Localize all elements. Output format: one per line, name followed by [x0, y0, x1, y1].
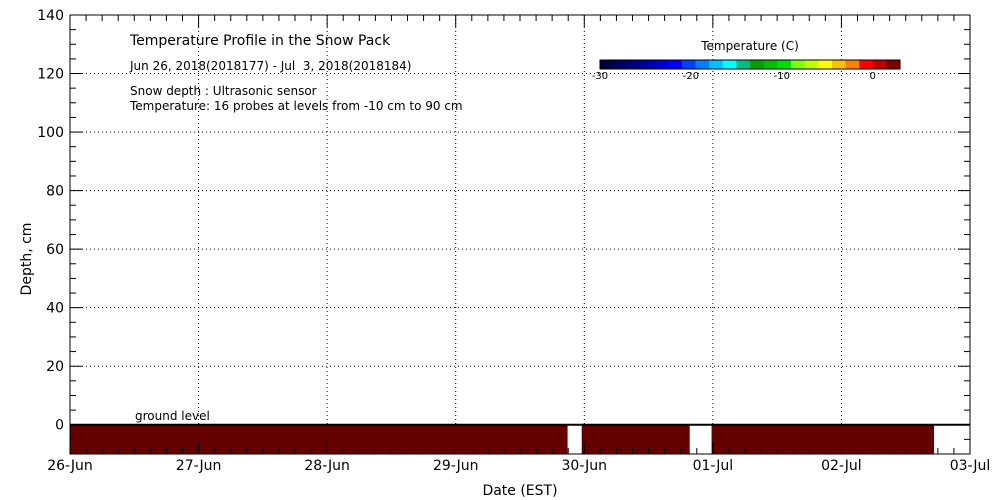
sensor-note: Snow depth : Ultrasonic sensor	[130, 84, 317, 98]
temperature-cell	[581, 424, 690, 454]
chart-title: Temperature Profile in the Snow Pack	[129, 33, 391, 49]
colorbar-swatch	[777, 60, 792, 69]
colorbar-swatch	[790, 60, 806, 69]
colorbar-swatch	[872, 60, 887, 69]
colorbar-swatch	[763, 60, 778, 69]
x-tick-label: 27-Jun	[176, 458, 222, 474]
colorbar-swatch	[886, 60, 901, 69]
x-tick-label: 02-Jul	[821, 458, 862, 474]
colorbar-swatch	[627, 60, 642, 69]
colorbar-tick-label: -10	[774, 71, 790, 82]
colorbar-swatch	[818, 60, 833, 69]
x-axis-label: Date (EST)	[482, 483, 557, 499]
colorbar-tick-label: -20	[683, 71, 699, 82]
colorbar-swatch	[722, 60, 737, 69]
colorbar-swatch	[668, 60, 683, 69]
y-tick-label: 0	[55, 418, 64, 434]
colorbar-swatch	[831, 60, 846, 69]
y-tick-label: 140	[37, 8, 64, 24]
colorbar-swatch	[750, 60, 765, 69]
x-tick-label: 26-Jun	[47, 458, 93, 474]
colorbar-swatch	[695, 60, 710, 69]
y-axis-label: Depth, cm	[19, 223, 35, 296]
y-tick-label: 20	[46, 359, 64, 375]
colorbar-swatch	[859, 60, 874, 69]
probe-note: Temperature: 16 probes at levels from -1…	[129, 99, 463, 113]
x-tick-label: 28-Jun	[304, 458, 350, 474]
chart-subtitle: Jun 26, 2018(2018177) - Jul 3, 2018(2018…	[129, 59, 411, 73]
colorbar-swatch	[613, 60, 628, 69]
ground-level-label: ground level	[135, 409, 210, 423]
colorbar-frame	[599, 59, 901, 70]
temperature-cell	[711, 424, 934, 454]
y-tick-label: 120	[37, 67, 64, 83]
colorbar-swatch	[654, 60, 669, 69]
y-tick-label: 60	[46, 242, 64, 258]
colorbar-swatch	[600, 60, 615, 69]
y-tick-label: 100	[37, 125, 64, 141]
colorbar-swatch	[804, 60, 819, 69]
y-tick-label: 40	[46, 301, 64, 317]
colorbar-swatch	[709, 60, 724, 69]
colorbar-swatch	[845, 60, 860, 69]
temperature-cell	[70, 424, 568, 454]
x-tick-label: 29-Jun	[433, 458, 479, 474]
colorbar-tick-label: 0	[870, 71, 876, 82]
y-tick-label: 80	[46, 184, 64, 200]
colorbar-tick-label: -30	[592, 71, 608, 82]
plot-frame	[69, 14, 971, 455]
x-tick-label: 30-Jun	[562, 458, 608, 474]
colorbar: -30 -20 -10 0	[592, 59, 901, 82]
x-tick-label: 03-Jul	[950, 458, 991, 474]
colorbar-swatch	[640, 60, 656, 69]
x-tick-label: 01-Jul	[693, 458, 734, 474]
colorbar-swatch	[681, 60, 696, 69]
colorbar-title: Temperature (C)	[700, 39, 799, 53]
colorbar-swatch	[736, 60, 751, 69]
temperature-cells	[70, 424, 934, 454]
